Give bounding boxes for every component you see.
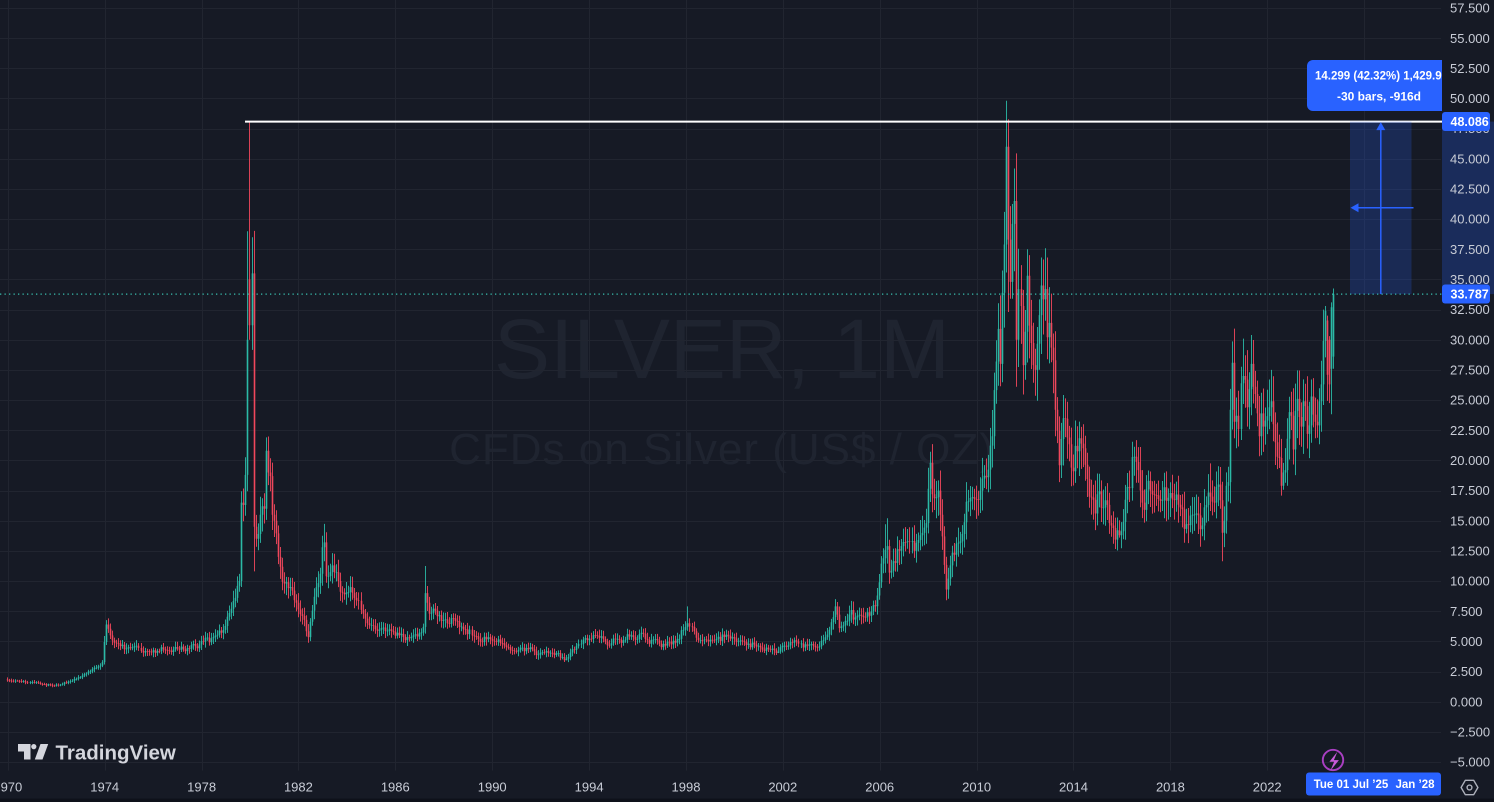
- svg-text:35.000: 35.000: [1450, 272, 1490, 287]
- svg-text:27.500: 27.500: [1450, 363, 1490, 378]
- svg-text:CFDs on Silver (US$ / OZ): CFDs on Silver (US$ / OZ): [449, 425, 995, 474]
- svg-text:1982: 1982: [284, 779, 313, 794]
- svg-text:1998: 1998: [672, 779, 701, 794]
- svg-text:17.500: 17.500: [1450, 483, 1490, 498]
- svg-text:30.000: 30.000: [1450, 332, 1490, 347]
- svg-text:2018: 2018: [1156, 779, 1185, 794]
- svg-text:55.000: 55.000: [1450, 31, 1490, 46]
- svg-text:1970: 1970: [0, 779, 22, 794]
- svg-text:15.000: 15.000: [1450, 513, 1490, 528]
- svg-text:Jan ’28: Jan ’28: [1396, 779, 1436, 791]
- svg-text:25.000: 25.000: [1450, 393, 1490, 408]
- svg-text:SILVER, 1M: SILVER, 1M: [494, 302, 950, 396]
- svg-text:2.500: 2.500: [1450, 664, 1483, 679]
- svg-text:52.500: 52.500: [1450, 61, 1490, 76]
- svg-text:5.000: 5.000: [1450, 634, 1483, 649]
- svg-text:12.500: 12.500: [1450, 544, 1490, 559]
- svg-text:2002: 2002: [768, 779, 797, 794]
- svg-text:-30 bars, -916d: -30 bars, -916d: [1337, 90, 1421, 104]
- svg-text:TradingView: TradingView: [56, 742, 176, 765]
- svg-text:57.500: 57.500: [1450, 1, 1490, 16]
- svg-text:10.000: 10.000: [1450, 574, 1490, 589]
- svg-text:−2.500: −2.500: [1450, 724, 1490, 739]
- svg-text:45.000: 45.000: [1450, 151, 1490, 166]
- svg-text:1994: 1994: [575, 779, 604, 794]
- svg-text:20.000: 20.000: [1450, 453, 1490, 468]
- svg-text:42.500: 42.500: [1450, 182, 1490, 197]
- svg-text:1974: 1974: [90, 779, 119, 794]
- svg-text:50.000: 50.000: [1450, 91, 1490, 106]
- svg-text:−5.000: −5.000: [1450, 755, 1490, 770]
- svg-text:37.500: 37.500: [1450, 242, 1490, 257]
- svg-text:32.500: 32.500: [1450, 302, 1490, 317]
- svg-text:22.500: 22.500: [1450, 423, 1490, 438]
- svg-text:2014: 2014: [1059, 779, 1088, 794]
- svg-text:1986: 1986: [381, 779, 410, 794]
- svg-text:7.500: 7.500: [1450, 604, 1483, 619]
- svg-text:14.299 (42.32%) 1,429.90: 14.299 (42.32%) 1,429.90: [1315, 71, 1448, 83]
- svg-text:Tue 01 Jul ’25: Tue 01 Jul ’25: [1314, 779, 1389, 791]
- svg-text:0.000: 0.000: [1450, 694, 1483, 709]
- svg-text:2006: 2006: [865, 779, 894, 794]
- svg-text:33.787: 33.787: [1451, 288, 1489, 302]
- svg-text:2022: 2022: [1253, 779, 1282, 794]
- svg-text:40.000: 40.000: [1450, 212, 1490, 227]
- svg-text:1978: 1978: [187, 779, 216, 794]
- svg-text:48.086: 48.086: [1451, 115, 1489, 129]
- svg-text:1990: 1990: [478, 779, 507, 794]
- svg-text:2010: 2010: [962, 779, 991, 794]
